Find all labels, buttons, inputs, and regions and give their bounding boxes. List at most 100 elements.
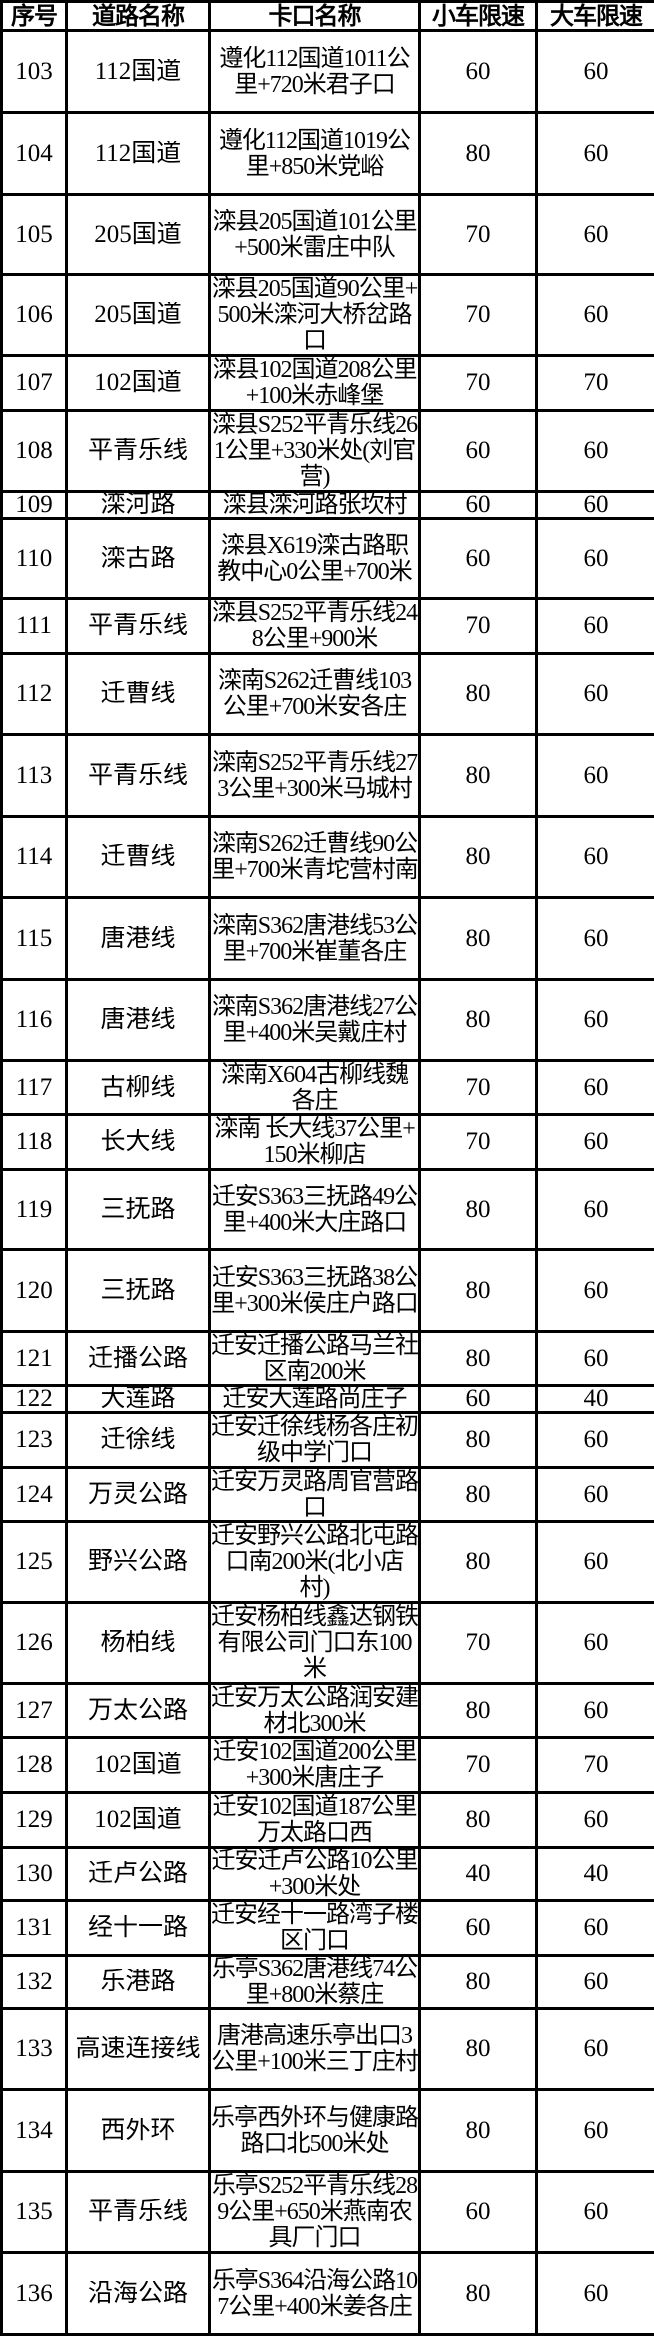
row-number: 120 bbox=[3, 1278, 65, 1304]
row-number: 113 bbox=[3, 763, 65, 789]
road-name-cell: 112国道 bbox=[67, 113, 210, 195]
checkpoint-name: 滦县滦河路张坎村 bbox=[211, 493, 418, 517]
road-name: 102国道 bbox=[68, 1752, 208, 1778]
road-name-cell: 西外环 bbox=[67, 2090, 210, 2172]
truck-speed-limit-cell: 60 bbox=[537, 113, 654, 195]
checkpoint-name: 滦南 长大线37公里+150米柳店 bbox=[211, 1116, 418, 1168]
car-speed-limit-cell: 80 bbox=[420, 2253, 537, 2335]
road-name-cell: 迁卢公路 bbox=[67, 1848, 210, 1901]
road-name-cell: 平青乐线 bbox=[67, 599, 210, 654]
checkpoint-name: 迁安102国道187公里万太路口西 bbox=[211, 1794, 418, 1846]
truck-speed-limit-cell: 60 bbox=[537, 1956, 654, 2009]
checkpoint-name: 滦县102国道208公里+100米赤峰堡 bbox=[211, 357, 418, 409]
row-number: 126 bbox=[3, 1630, 65, 1656]
truck-speed-limit: 60 bbox=[538, 546, 654, 572]
row-number-cell: 136 bbox=[2, 2253, 67, 2335]
truck-speed-limit-cell: 60 bbox=[537, 2090, 654, 2172]
checkpoint-name: 迁安S363三抚路49公里+400米大庄路口 bbox=[211, 1184, 418, 1236]
road-name-cell: 迁曹线 bbox=[67, 817, 210, 898]
car-speed-limit: 60 bbox=[421, 546, 535, 572]
road-name: 205国道 bbox=[68, 222, 208, 248]
checkpoint-name: 乐亭西外环与健康路路口北500米处 bbox=[211, 2105, 418, 2157]
checkpoint-name: 迁安万太公路润安建材北300米 bbox=[211, 1685, 418, 1736]
car-speed-limit: 70 bbox=[421, 613, 535, 639]
header-truck-limit: 大车限速 bbox=[537, 2, 654, 31]
road-name-cell: 迁徐线 bbox=[67, 1413, 210, 1468]
row-number-cell: 104 bbox=[2, 113, 67, 195]
row-number-cell: 108 bbox=[2, 411, 67, 492]
truck-speed-limit-cell: 60 bbox=[537, 31, 654, 113]
road-name-cell: 三抚路 bbox=[67, 1250, 210, 1332]
row-number: 135 bbox=[3, 2199, 65, 2225]
row-number: 133 bbox=[3, 2036, 65, 2062]
truck-speed-limit: 60 bbox=[538, 1969, 654, 1995]
checkpoint-name: 遵化112国道1011公里+720米君子口 bbox=[211, 46, 418, 98]
truck-speed-limit: 60 bbox=[538, 2036, 654, 2062]
truck-speed-limit-cell: 60 bbox=[537, 1332, 654, 1386]
truck-speed-limit: 60 bbox=[538, 1915, 654, 1941]
row-number-cell: 106 bbox=[2, 275, 67, 356]
truck-speed-limit-cell: 60 bbox=[537, 980, 654, 1061]
row-number: 131 bbox=[3, 1915, 65, 1941]
truck-speed-limit-cell: 60 bbox=[537, 1684, 654, 1738]
checkpoint-name-cell: 滦南S362唐港线53公里+700米崔董各庄 bbox=[210, 898, 420, 980]
road-name-cell: 205国道 bbox=[67, 275, 210, 356]
car-speed-limit-cell: 70 bbox=[420, 1061, 537, 1115]
truck-speed-limit: 60 bbox=[538, 2199, 654, 2225]
row-number: 112 bbox=[3, 681, 65, 707]
road-name: 迁曹线 bbox=[68, 844, 208, 870]
checkpoint-name: 迁安迁卢公路10公里+300米处 bbox=[211, 1849, 418, 1899]
row-number-cell: 111 bbox=[2, 599, 67, 654]
checkpoint-name: 迁安迁徐线杨各庄初级中学门口 bbox=[211, 1414, 418, 1466]
road-name: 经十一路 bbox=[68, 1915, 208, 1941]
truck-speed-limit-cell: 60 bbox=[537, 2253, 654, 2335]
truck-speed-limit: 60 bbox=[538, 1007, 654, 1033]
checkpoint-name: 滦南S262迁曹线90公里+700米青坨营村南 bbox=[211, 831, 418, 883]
road-name-cell: 平青乐线 bbox=[67, 735, 210, 817]
row-number: 125 bbox=[3, 1549, 65, 1575]
road-name-cell: 102国道 bbox=[67, 1793, 210, 1848]
road-name: 三抚路 bbox=[68, 1197, 208, 1223]
car-speed-limit: 80 bbox=[421, 1346, 535, 1372]
car-speed-limit: 80 bbox=[421, 844, 535, 870]
road-name: 滦古路 bbox=[68, 546, 208, 572]
row-number: 127 bbox=[3, 1698, 65, 1724]
truck-speed-limit: 60 bbox=[538, 1630, 654, 1656]
row-number-cell: 123 bbox=[2, 1413, 67, 1468]
truck-speed-limit: 60 bbox=[538, 1129, 654, 1155]
checkpoint-name-cell: 迁安S363三抚路49公里+400米大庄路口 bbox=[210, 1170, 420, 1250]
road-name: 平青乐线 bbox=[68, 613, 208, 639]
car-speed-limit: 80 bbox=[421, 1698, 535, 1724]
checkpoint-name-cell: 迁安迁卢公路10公里+300米处 bbox=[210, 1848, 420, 1901]
row-number: 107 bbox=[3, 370, 65, 396]
checkpoint-name-cell: 迁安大莲路尚庄子 bbox=[210, 1386, 420, 1413]
row-number-cell: 126 bbox=[2, 1603, 67, 1684]
road-name-cell: 102国道 bbox=[67, 1738, 210, 1793]
checkpoint-name: 滦县205国道90公里+500米滦河大桥岔路口 bbox=[211, 276, 418, 354]
checkpoint-name-cell: 迁安102国道200公里+300米唐庄子 bbox=[210, 1738, 420, 1793]
truck-speed-limit-cell: 60 bbox=[537, 411, 654, 492]
row-number-cell: 125 bbox=[2, 1522, 67, 1603]
car-speed-limit: 80 bbox=[421, 926, 535, 952]
car-speed-limit: 60 bbox=[421, 59, 535, 85]
truck-speed-limit-cell: 60 bbox=[537, 1250, 654, 1332]
car-speed-limit: 70 bbox=[421, 370, 535, 396]
row-number: 103 bbox=[3, 59, 65, 85]
checkpoint-name-cell: 滦县205国道101公里+500米雷庄中队 bbox=[210, 195, 420, 275]
road-name: 西外环 bbox=[68, 2118, 208, 2144]
car-speed-limit-cell: 80 bbox=[420, 735, 537, 817]
row-number-cell: 109 bbox=[2, 492, 67, 519]
car-speed-limit-cell: 80 bbox=[420, 1793, 537, 1848]
row-number: 132 bbox=[3, 1969, 65, 1995]
truck-speed-limit: 60 bbox=[538, 1346, 654, 1372]
road-name-cell: 滦河路 bbox=[67, 492, 210, 519]
